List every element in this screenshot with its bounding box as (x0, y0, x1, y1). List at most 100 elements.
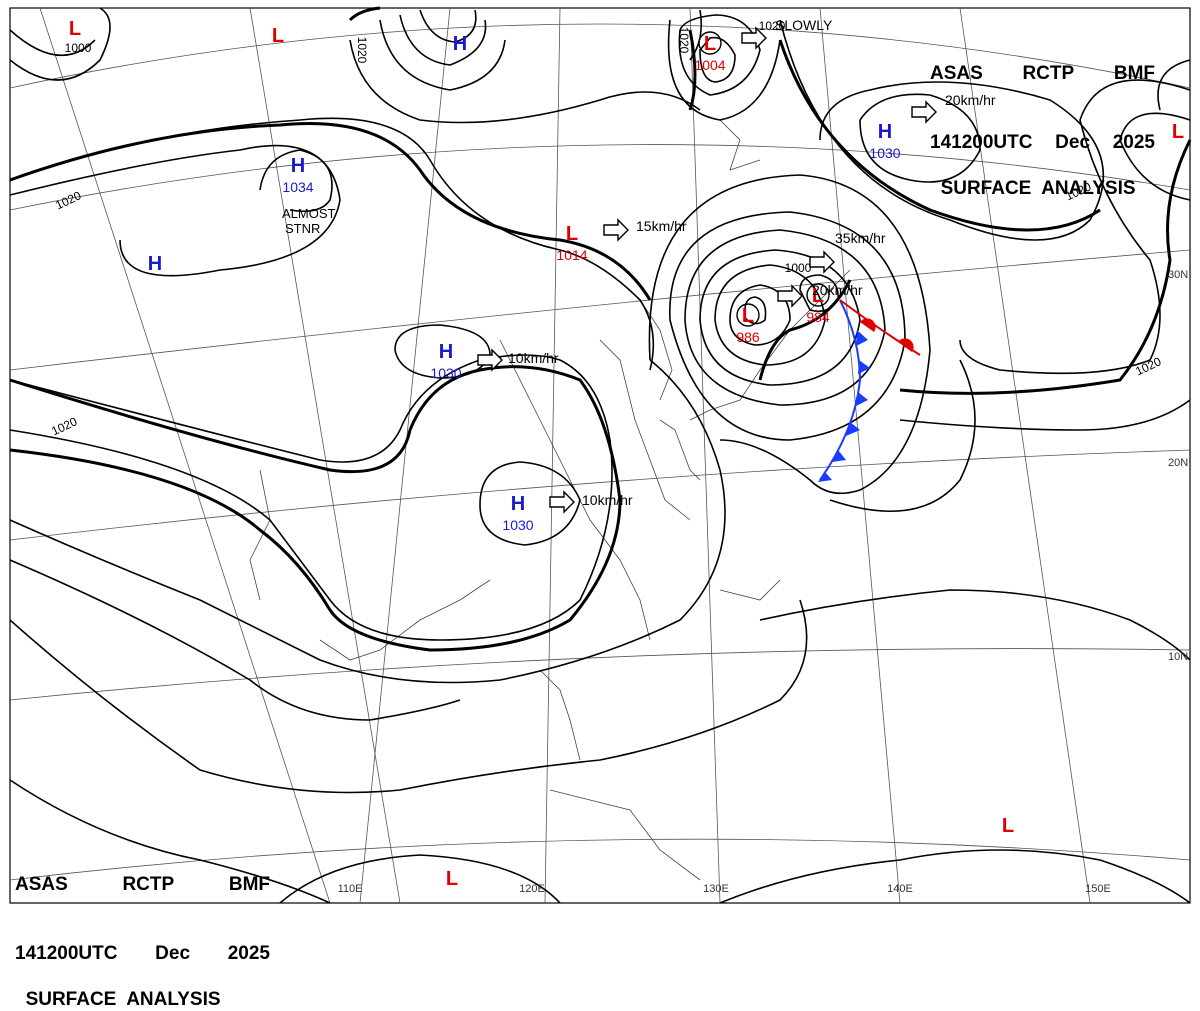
low-center-ring (698, 31, 722, 55)
low-pressure-center: L 984 (806, 283, 830, 325)
header-time: 141200UTC (15, 943, 118, 964)
arrow-icon (549, 490, 575, 514)
arrow-icon (777, 284, 803, 308)
graticule-labels: 30N 20N 10N 110E 120E 130E 140E 150E (338, 269, 1189, 895)
header-year: 2025 (1112, 132, 1155, 153)
isobars (9, 7, 1191, 904)
low-symbol: L (69, 18, 81, 40)
arrow-icon (477, 348, 503, 372)
motion-arrow: 20km/hr (777, 282, 863, 308)
header-top-line1: ASAS RCTP BMF (930, 62, 1155, 85)
header-bottom-line1: ASAS RCTP BMF (15, 873, 270, 896)
isobar-value: 1020 (49, 414, 79, 438)
high-pressure-center: H 1030 (869, 121, 900, 161)
low-center-ring (736, 303, 760, 327)
motion-arrow: 20km/hr (911, 92, 996, 124)
fronts (818, 299, 921, 482)
header-code: BMF (228, 874, 270, 895)
low-symbol: L (812, 285, 824, 307)
low-pressure-center: L (446, 868, 458, 890)
center-pressure: 986 (736, 329, 760, 345)
cold-front-triangle (856, 330, 868, 346)
motion-arrow: 35km/hr (809, 230, 886, 274)
isobar-value: 1020 (1133, 354, 1163, 378)
header-agency: ASAS (930, 63, 983, 84)
header-agency: ASAS (15, 874, 68, 895)
center-pressure: 984 (806, 309, 830, 325)
header-top: ASAS RCTP BMF 141200UTC Dec 2025 SURFACE… (930, 16, 1155, 200)
motion-speed: 20km/hr (812, 282, 863, 298)
center-pressure: 1014 (556, 247, 587, 263)
isobar-value: 1020 (759, 19, 786, 33)
low-pressure-center: L (69, 18, 81, 40)
low-pressure-center: L 1014 (556, 223, 587, 263)
arrow-icon (741, 26, 767, 50)
motion-speed: 10km/hr (582, 492, 633, 508)
high-pressure-center: H 1034 (282, 155, 313, 195)
cold-front-triangle (832, 450, 846, 462)
latitude-label: 20N (1168, 457, 1188, 469)
longitude-label: 140E (887, 883, 913, 895)
center-pressure: 1030 (502, 517, 533, 533)
warm-front-semicircle (898, 338, 914, 352)
graticule (9, 7, 1191, 904)
motion-arrow: 15km/hr (603, 218, 687, 242)
center-pressure: 1034 (282, 179, 313, 195)
high-pressure-center: H 1030 (430, 341, 461, 381)
high-symbol: H (511, 493, 525, 515)
warm-front-semicircle (860, 318, 876, 332)
motion-speed: SLOWLY (775, 17, 833, 33)
low-pressure-center: L (272, 25, 284, 47)
latitude-label: 10N (1168, 651, 1188, 663)
center-pressure: 1030 (430, 365, 461, 381)
weather-centers: H 1034 H 1030 H 1030 H 1030 H H L 1004 L 1014 L 986 L 984… (69, 18, 1184, 890)
center-pressure: 1030 (869, 145, 900, 161)
isobars-bold (9, 6, 1192, 652)
motion-arrow: 10km/hr (477, 348, 559, 372)
header-title: SURFACE ANALYSIS (25, 989, 221, 1010)
header-title: SURFACE ANALYSIS (940, 178, 1136, 199)
arrow-icon (603, 218, 629, 242)
motion-speed: 15km/hr (636, 218, 687, 234)
low-symbol: L (566, 223, 578, 245)
low-pressure-center: L (1172, 121, 1184, 143)
high-symbol: H (878, 121, 892, 143)
latitude-label: 30N (1168, 269, 1188, 281)
almost-stnr-note: ALMOST (282, 206, 336, 221)
motion-vectors: SLOWLY 20km/hr 15km/hr 35km/hr 20km/hr 10km/h… (477, 17, 996, 514)
cold-front-triangle (846, 422, 860, 436)
high-symbol: H (453, 33, 467, 55)
center-pressure: 1004 (694, 57, 725, 73)
low-symbol: L (742, 305, 754, 327)
header-time: 141200UTC (930, 132, 1033, 153)
isobar-value: 1020 (677, 27, 691, 54)
motion-speed: 10km/hr (508, 350, 559, 366)
almost-stnr-note-line2: STNR (285, 221, 320, 236)
high-pressure-center: H 1030 (502, 493, 533, 533)
longitude-label: 120E (519, 883, 545, 895)
low-symbol: L (1172, 121, 1184, 143)
header-station: RCTP (1022, 63, 1075, 84)
motion-arrow: 10km/hr (549, 490, 633, 514)
low-pressure-center: L 1004 (694, 31, 726, 73)
header-code: BMF (1113, 63, 1155, 84)
high-symbol: H (148, 253, 162, 275)
header-station: RCTP (122, 874, 175, 895)
longitude-label: 130E (703, 883, 729, 895)
low-symbol: L (446, 868, 458, 890)
header-month: Dec (1055, 132, 1091, 153)
cold-front-triangle (818, 472, 832, 482)
arrow-icon (911, 100, 937, 124)
isobar-value: 1020 (355, 37, 369, 64)
low-pressure-center: L 986 (736, 303, 760, 345)
low-symbol: L (704, 33, 716, 55)
surface-analysis-map: H 1034 H 1030 H 1030 H 1030 H H L 1004 L 1014 L 986 L 984… (9, 6, 1192, 904)
arrow-icon (809, 250, 835, 274)
longitude-label: 150E (1085, 883, 1111, 895)
header-bottom-line2: 141200UTC Dec 2025 (15, 942, 270, 965)
map-frame (9, 7, 1191, 904)
high-symbol: H (439, 341, 453, 363)
cold-front-triangle (856, 392, 868, 406)
longitude-label: 110E (338, 883, 363, 895)
motion-speed: 35km/hr (835, 230, 886, 246)
